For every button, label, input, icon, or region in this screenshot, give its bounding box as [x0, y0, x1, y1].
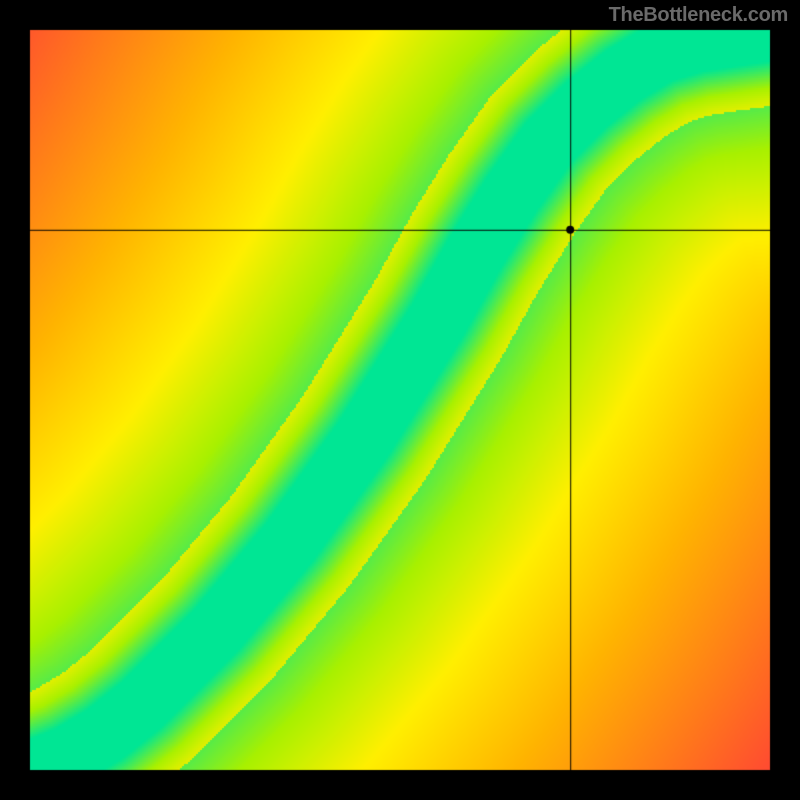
- watermark-label: TheBottleneck.com: [609, 4, 788, 27]
- chart-container: TheBottleneck.com: [0, 0, 800, 800]
- bottleneck-heatmap: [0, 0, 800, 800]
